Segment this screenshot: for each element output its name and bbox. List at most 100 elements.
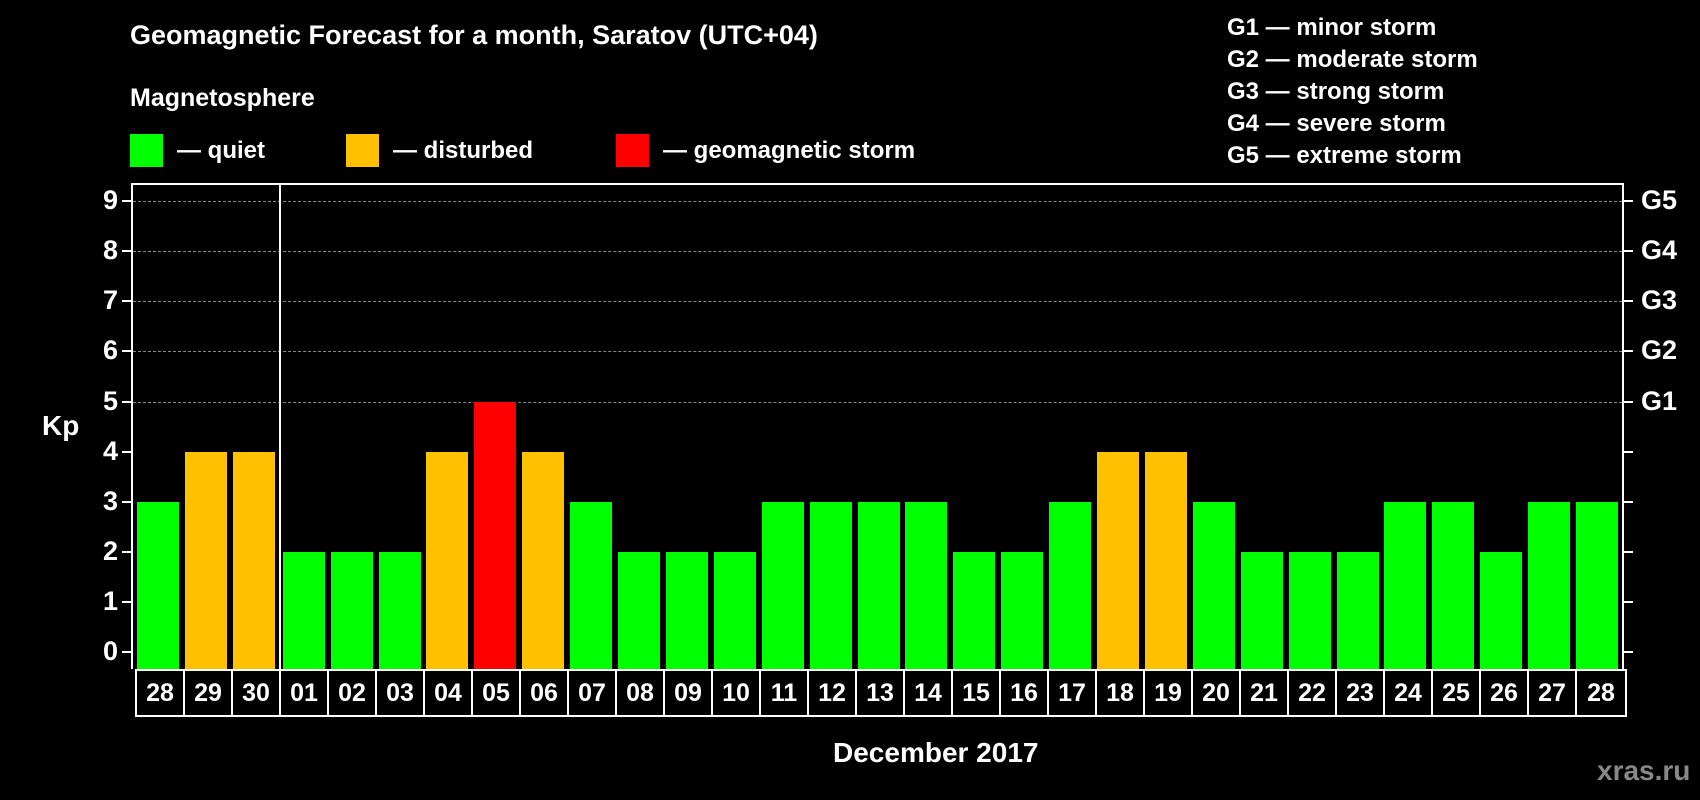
y-tick-label: 1 [102,585,118,616]
date-cell: 27 [1529,671,1577,715]
y-tick-label: 7 [102,285,118,316]
date-cell: 20 [1193,671,1241,715]
chart-subtitle: Magnetosphere [130,84,315,112]
y2-tick-mark [1624,400,1633,403]
bar-quiet [618,551,660,669]
bar-quiet [1192,501,1235,669]
y-tick-label: 2 [102,535,118,566]
date-cell: 30 [233,671,281,715]
bar-quiet [1240,551,1283,669]
bar-storm [474,401,517,669]
date-cell: 29 [185,671,233,715]
g-tick-label: G1 [1641,385,1678,416]
date-cell: 25 [1433,671,1481,715]
legend-swatch-disturbed [346,134,379,167]
y-tick-mark [122,300,131,303]
y2-tick-mark [1624,350,1633,353]
date-cell: 11 [761,671,809,715]
bar-disturbed [184,451,227,669]
bar-quiet [761,501,804,669]
y-tick-mark [122,350,131,353]
bar-disturbed [1144,451,1187,669]
bar-disturbed [232,451,275,669]
y2-tick-mark [1624,600,1633,603]
grid-line [133,251,1622,253]
bar-quiet [953,551,996,669]
date-cell: 18 [1097,671,1145,715]
date-cell: 14 [905,671,953,715]
chart-title: Geomagnetic Forecast for a month, Sarato… [130,20,818,50]
date-cell: 22 [1289,671,1337,715]
date-cell: 03 [377,671,425,715]
y-tick-mark [122,651,131,653]
bar-quiet [1049,501,1092,669]
bar-quiet [1480,551,1523,669]
bar-quiet [857,501,900,669]
y2-tick-mark [1624,450,1633,453]
date-cell: 08 [617,671,665,715]
y-tick-mark [122,200,131,203]
bar-disturbed [1097,451,1139,669]
date-cell: 21 [1241,671,1289,715]
date-cell: 19 [1145,671,1193,715]
date-cell: 02 [329,671,377,715]
bar-quiet [378,551,421,669]
g-scale-legend: G1 — minor storm G2 — moderate storm G3 … [1227,12,1478,172]
bar-quiet [1576,501,1618,669]
bar-quiet [1432,501,1475,669]
grid-line [133,351,1622,353]
date-cell: 10 [713,671,761,715]
y-tick-label: 8 [102,235,118,266]
date-cell: 13 [857,671,905,715]
y2-tick-mark [1624,200,1633,203]
y-tick-label: 4 [102,435,118,466]
date-cell: 07 [569,671,617,715]
bar-quiet [1001,551,1044,669]
legend-swatch-quiet [130,134,163,167]
y2-tick-mark [1624,550,1633,553]
y-tick-label: 6 [102,335,118,366]
bar-quiet [137,501,179,669]
date-row: 28 29 30 01 02 03 04 05 06 07 08 09 10 11 12 13 14 15 16 17… [135,669,1627,717]
g-tick-label: G3 [1641,285,1678,316]
bar-disturbed [522,451,565,669]
g-legend-item: G3 — strong storm [1227,78,1445,105]
legend-label-disturbed: — disturbed [393,136,534,164]
y2-tick-mark [1624,500,1633,503]
g-tick-label: G4 [1641,235,1678,266]
y-tick-label: 0 [102,636,118,666]
date-cell: 28 [137,671,185,715]
y-tick-label: 9 [102,185,118,216]
g-tick-label: G2 [1641,335,1678,366]
date-cell: 26 [1481,671,1529,715]
legend-label-storm: — geomagnetic storm [663,136,916,164]
date-cell: 16 [1001,671,1049,715]
bar-quiet [905,501,948,669]
g-tick-label: G5 [1641,185,1678,216]
bar-quiet [1288,551,1331,669]
g-legend-item: G5 — extreme storm [1227,142,1462,169]
bar-disturbed [426,451,469,669]
legend-disturbed: — disturbed [346,134,533,167]
legend-swatch-storm [616,134,649,167]
y2-tick-mark [1624,250,1633,253]
y-tick-mark [122,550,131,553]
g-legend-item: G1 — minor storm [1227,14,1437,41]
legend-label-quiet: — quiet [177,136,265,164]
date-cell: 12 [809,671,857,715]
date-cell: 06 [521,671,569,715]
date-cell: 01 [281,671,329,715]
date-cell: 05 [473,671,521,715]
date-cell: 09 [665,671,713,715]
y-tick-mark [122,500,131,503]
y2-tick-mark [1624,651,1633,653]
date-cell: 23 [1337,671,1385,715]
bar-quiet [665,551,708,669]
y-tick-mark [122,400,131,403]
y-tick-label: 5 [102,385,118,416]
grid-line [133,401,1622,403]
bar-quiet [330,551,373,669]
y2-tick-mark [1624,300,1633,303]
y-tick-mark [122,600,131,603]
y-tick-label: 3 [102,485,118,516]
